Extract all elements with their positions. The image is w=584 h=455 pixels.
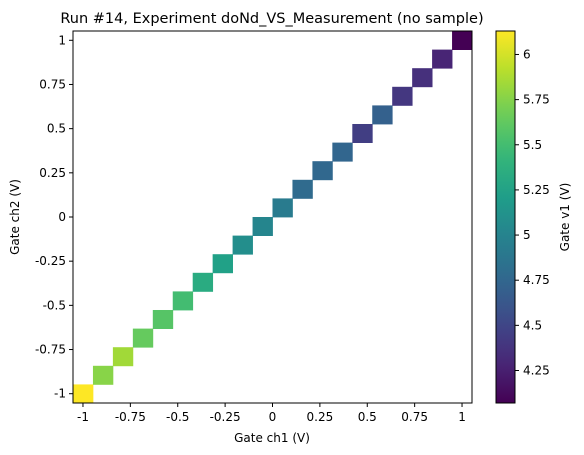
y-tick-label: -0.25	[35, 254, 66, 268]
x-tick-label: 0.25	[307, 410, 334, 424]
y-tick-label: -0.75	[35, 343, 66, 357]
x-tick-label: -1	[77, 410, 89, 424]
heatmap-cell	[432, 49, 453, 69]
colorbar-tick-label: 5.5	[523, 138, 542, 152]
x-tick-label: 0.75	[401, 410, 428, 424]
heatmap-cell	[92, 365, 114, 385]
heatmap-cell	[332, 142, 353, 162]
heatmap-cell	[412, 68, 433, 88]
heatmap-cells	[72, 30, 473, 404]
heatmap-cell	[132, 328, 154, 348]
colorbar-tick-label: 4.25	[523, 363, 550, 377]
colorbar-tick-label: 4.75	[523, 273, 550, 287]
heatmap-cell	[232, 235, 253, 255]
y-axis-ticks: -1 -0.75 -0.5 -0.25 0 0.25 0.5 0.75 1	[35, 33, 73, 401]
x-tick-label: 0	[269, 410, 277, 424]
colorbar: 4.25 4.5 4.75 5 5.25 5.5 5.75 6 Gate v1 (V)	[495, 30, 572, 404]
heatmap-cell	[72, 384, 94, 404]
colorbar-tick-label: 5	[523, 228, 531, 242]
plot-area	[72, 30, 473, 404]
y-tick-label: 0.25	[39, 166, 66, 180]
y-tick-label: -1	[54, 387, 66, 401]
colorbar-frame	[495, 30, 516, 404]
chart-title: Run #14, Experiment doNd_VS_Measurement …	[60, 11, 483, 27]
x-tick-label: -0.75	[115, 410, 146, 424]
y-tick-label: 0	[58, 210, 66, 224]
heatmap-cell	[352, 123, 373, 143]
heatmap-cell	[112, 347, 134, 367]
heatmap-cell	[252, 216, 273, 236]
x-axis-ticks: -1 -0.75 -0.5 -0.25 0 0.25 0.5 0.75 1	[77, 403, 466, 424]
colorbar-tick-label: 6	[523, 47, 531, 61]
x-tick-label: -0.25	[210, 410, 241, 424]
heatmap-cell	[212, 254, 233, 274]
heatmap-cell	[292, 179, 313, 199]
colorbar-tick-label: 4.5	[523, 318, 542, 332]
heatmap-cell	[172, 291, 194, 311]
y-tick-label: -0.5	[43, 298, 66, 312]
x-tick-label: 1	[458, 410, 466, 424]
heatmap-cell	[312, 161, 333, 181]
colorbar-ticks: 4.25 4.5 4.75 5 5.25 5.5 5.75 6	[515, 47, 550, 377]
colorbar-tick-label: 5.75	[523, 93, 550, 107]
y-tick-label: 1	[58, 33, 66, 47]
heatmap-cell	[372, 105, 393, 125]
heatmap-cell	[152, 309, 174, 329]
colorbar-title: Gate v1 (V)	[558, 183, 572, 252]
y-axis-title: Gate ch2 (V)	[8, 179, 22, 255]
x-tick-label: -0.5	[166, 410, 189, 424]
y-tick-label: 0.5	[47, 122, 66, 136]
x-axis-title: Gate ch1 (V)	[234, 431, 310, 445]
heatmap-cell	[272, 198, 293, 218]
x-tick-label: 0.5	[358, 410, 377, 424]
heatmap-cell	[392, 86, 413, 106]
heatmap-cell	[452, 30, 473, 50]
heatmap-cell	[192, 272, 214, 292]
colorbar-tick-label: 5.25	[523, 183, 550, 197]
colorbar-gradient	[496, 31, 515, 403]
y-tick-label: 0.75	[39, 77, 66, 91]
